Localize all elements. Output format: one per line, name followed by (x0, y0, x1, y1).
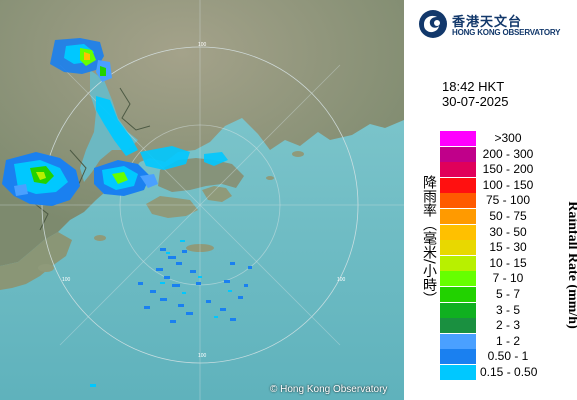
legend-item: 0.15 - 0.50 (440, 365, 577, 381)
legend-label: 1 - 2 (495, 333, 520, 348)
legend-color-swatch (440, 271, 476, 287)
legend-item: 200 - 300 (440, 146, 577, 163)
legend-color-swatch (440, 131, 476, 146)
legend-label: 15 - 30 (489, 240, 527, 255)
legend-label: 10 - 15 (489, 255, 527, 270)
legend-color-swatch (440, 209, 476, 224)
river-lines (29, 87, 151, 231)
range-ring-label: 100 (337, 277, 346, 283)
legend-item: 15 - 30 (440, 240, 577, 256)
legend-color-swatch (440, 318, 476, 334)
observation-time: 18:42 HKT (442, 79, 505, 94)
hko-logo: 香港天文台 HONG KONG OBSERVATORY (414, 5, 574, 41)
legend-color-swatch (440, 177, 476, 193)
legend-label: 0.15 - 0.50 (480, 365, 538, 379)
legend-item: 30 - 50 (440, 224, 577, 241)
legend-label: 50 - 75 (489, 209, 527, 223)
legend-item: 50 - 75 (440, 209, 577, 225)
legend-label: 200 - 300 (482, 146, 534, 161)
legend-item: 3 - 5 (440, 302, 577, 319)
hko-swirl-logo-icon (418, 9, 448, 39)
legend-title-chinese: 降雨率（毫米/小時） (421, 175, 437, 306)
legend-color-swatch (440, 224, 476, 240)
new-territories (158, 158, 244, 192)
range-ring-label: 100 (198, 42, 207, 48)
island (94, 235, 106, 241)
observation-date: 30-07-2025 (442, 94, 509, 109)
legend-color-swatch (440, 302, 476, 318)
range-ring-label: 100 (198, 353, 207, 359)
legend-color-swatch (440, 365, 476, 380)
island (292, 151, 304, 157)
hong-kong-island (202, 186, 232, 202)
legend-label: 0.50 - 1 (487, 349, 529, 364)
range-ring-labels: 100 100 100 100 (62, 42, 346, 359)
legend-item: 1 - 2 (440, 333, 577, 350)
lantau-island (146, 196, 198, 218)
island (266, 176, 274, 180)
legend-label: 2 - 3 (495, 318, 520, 333)
legend-item: 7 - 10 (440, 271, 577, 287)
legend-color-swatch (440, 255, 476, 271)
western-landmass (0, 232, 72, 290)
radar-map: 100 100 100 100 © Hong Kong Observatory (0, 0, 404, 400)
legend-title-english-wrapper: Rainfall Rate (mm/h) (552, 172, 577, 362)
legend-color-swatch (440, 287, 476, 302)
legend-color-swatch (440, 146, 476, 162)
legend-color-swatch (440, 333, 476, 349)
island (38, 264, 54, 272)
legend-color-swatch (440, 240, 476, 256)
radar-map-canvas: 100 100 100 100 (0, 0, 404, 400)
legend-item: 2 - 3 (440, 318, 577, 334)
copyright-notice: © Hong Kong Observatory (270, 384, 388, 395)
legend-item: 75 - 100 (440, 193, 577, 209)
legend-color-swatch (440, 349, 476, 365)
legend-item: 100 - 150 (440, 177, 577, 194)
legend-item: 5 - 7 (440, 287, 577, 303)
legend-label: 100 - 150 (482, 177, 534, 192)
legend-item: 0.50 - 1 (440, 349, 577, 365)
range-ring-label: 100 (62, 277, 71, 283)
legend-panel: 香港天文台 HONG KONG OBSERVATORY 18:42 HKT 30… (404, 0, 577, 400)
rain-echoes (2, 38, 252, 387)
legend-item: 10 - 15 (440, 255, 577, 272)
legend-label: 150 - 200 (482, 162, 534, 177)
legend-label: 7 - 10 (492, 271, 524, 286)
legend-label: 30 - 50 (489, 224, 527, 239)
org-name-chinese: 香港天文台 (452, 15, 523, 30)
island (186, 244, 214, 252)
legend-color-swatch (440, 162, 476, 178)
legend-label: 75 - 100 (485, 193, 531, 208)
legend-label: 5 - 7 (495, 287, 520, 301)
org-name-english: HONG KONG OBSERVATORY (452, 28, 561, 37)
legend-color-swatch (440, 193, 476, 209)
legend-label: >300 (494, 131, 522, 145)
legend-title-english: Rainfall Rate (mm/h) (565, 201, 577, 329)
legend-item: >300 (440, 131, 577, 147)
legend-label: 3 - 5 (495, 302, 520, 317)
legend-item: 150 - 200 (440, 162, 577, 178)
